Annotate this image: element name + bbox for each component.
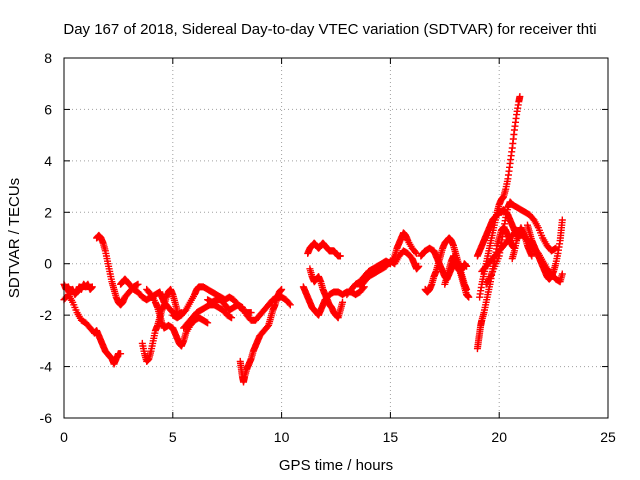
data-point: [134, 280, 142, 288]
data-point: [286, 301, 294, 309]
y-tick-label: -4: [40, 359, 53, 375]
data-point: [528, 252, 536, 260]
series-s12: [304, 239, 344, 260]
y-tick-label: 2: [44, 204, 52, 220]
x-tick-label: 5: [169, 429, 177, 445]
x-tick-label: 25: [600, 429, 616, 445]
series-s6: [143, 285, 212, 350]
series-s8: [180, 301, 236, 332]
series-s2: [60, 280, 96, 299]
y-tick-label: 0: [44, 256, 52, 272]
series-s3: [93, 231, 142, 309]
x-tick-label: 15: [383, 429, 399, 445]
axis-ticks: [63, 57, 609, 419]
chart-title: Day 167 of 2018, Sidereal Day-to-day VTE…: [63, 21, 596, 38]
data-point: [516, 93, 524, 101]
data-point: [228, 314, 236, 322]
data-point: [336, 252, 344, 260]
y-axis-label: SDTVAR / TECUs: [6, 178, 23, 298]
series-s18: [441, 252, 473, 301]
data-point: [415, 262, 423, 270]
x-tick-labels: 0 5 10 15 20 25: [60, 429, 616, 445]
y-tick-label: -6: [40, 410, 53, 426]
data-point: [558, 270, 566, 278]
x-tick-label: 20: [491, 429, 507, 445]
series-s17: [417, 244, 471, 283]
x-tick-label: 10: [274, 429, 290, 445]
data-point: [285, 300, 293, 308]
data-point: [278, 285, 286, 293]
y-tick-label: 6: [44, 101, 52, 117]
data-point: [463, 262, 471, 270]
x-axis-label: GPS time / hours: [279, 457, 393, 474]
y-tick-label: 8: [44, 50, 52, 66]
data-point: [117, 350, 125, 358]
data-point: [558, 216, 566, 224]
series-s24: [523, 216, 566, 283]
y-tick-label: 4: [44, 153, 52, 169]
series-s10: [236, 285, 286, 386]
data-point: [411, 248, 419, 256]
data-point: [88, 283, 96, 291]
series-s25: [508, 224, 536, 263]
plot-frame: [63, 57, 609, 419]
data-point: [173, 306, 181, 314]
series-s21: [476, 93, 524, 301]
series-s1: [60, 291, 125, 368]
data-point: [465, 293, 473, 301]
data-point: [413, 249, 421, 257]
data-point: [263, 323, 271, 331]
series-s13: [306, 265, 347, 322]
data-point: [339, 298, 347, 306]
data-points: [60, 93, 566, 386]
y-tick-label: -2: [40, 307, 53, 323]
data-point: [204, 319, 212, 327]
x-tick-label: 0: [60, 429, 68, 445]
series-s15: [356, 247, 423, 291]
y-tick-labels: 8 6 4 2 0 -2 -4 -6: [40, 50, 53, 426]
series-s23: [482, 198, 560, 288]
